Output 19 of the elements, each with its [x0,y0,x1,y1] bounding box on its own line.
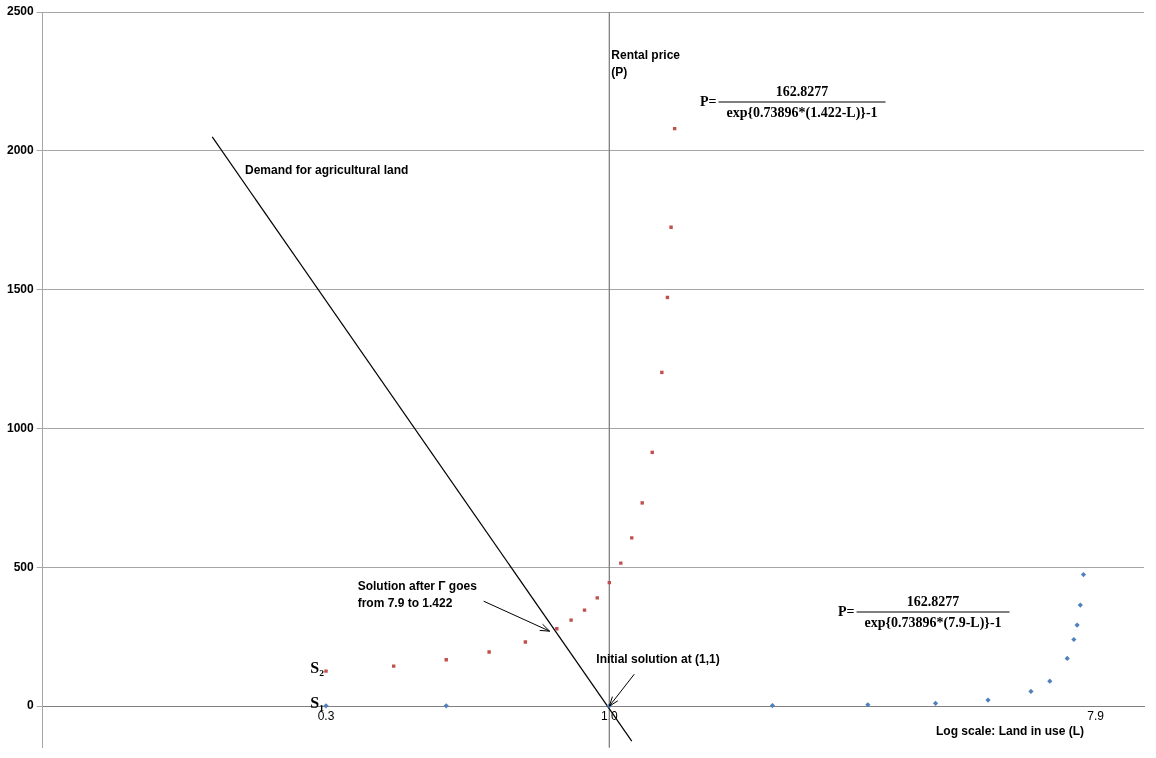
annotation: Solution after Γ goes from 7.9 to 1.422 [357,579,478,611]
annotation: Initial solution at (1,1) [596,652,720,667]
y-tick-label: 1500 [6,281,35,296]
ref-line-label: Rental price (P) [611,48,681,80]
y-tick-label: 500 [13,559,35,574]
y-tick-label: 2500 [6,4,35,19]
annotation: Demand for agricultural land [245,163,409,178]
x-axis-title: Log scale: Land in use (L) [935,724,1084,739]
y-tick-label: 1000 [6,420,35,435]
annotation: exp{0.73896*(1.422-L)}-1 [726,104,878,121]
annotation: P= [700,93,717,109]
series-label: S₂ [310,659,325,677]
annotation: exp{0.73896*(7.9-L)}-1 [864,614,1002,631]
annotation: 162.8277 [775,83,829,99]
x-tick-label: 7.9 [1087,708,1105,723]
annotation: 162.8277 [906,593,960,609]
annotation: P= [838,603,855,619]
y-tick-label: 0 [27,698,35,713]
y-tick-label: 2000 [6,143,35,158]
